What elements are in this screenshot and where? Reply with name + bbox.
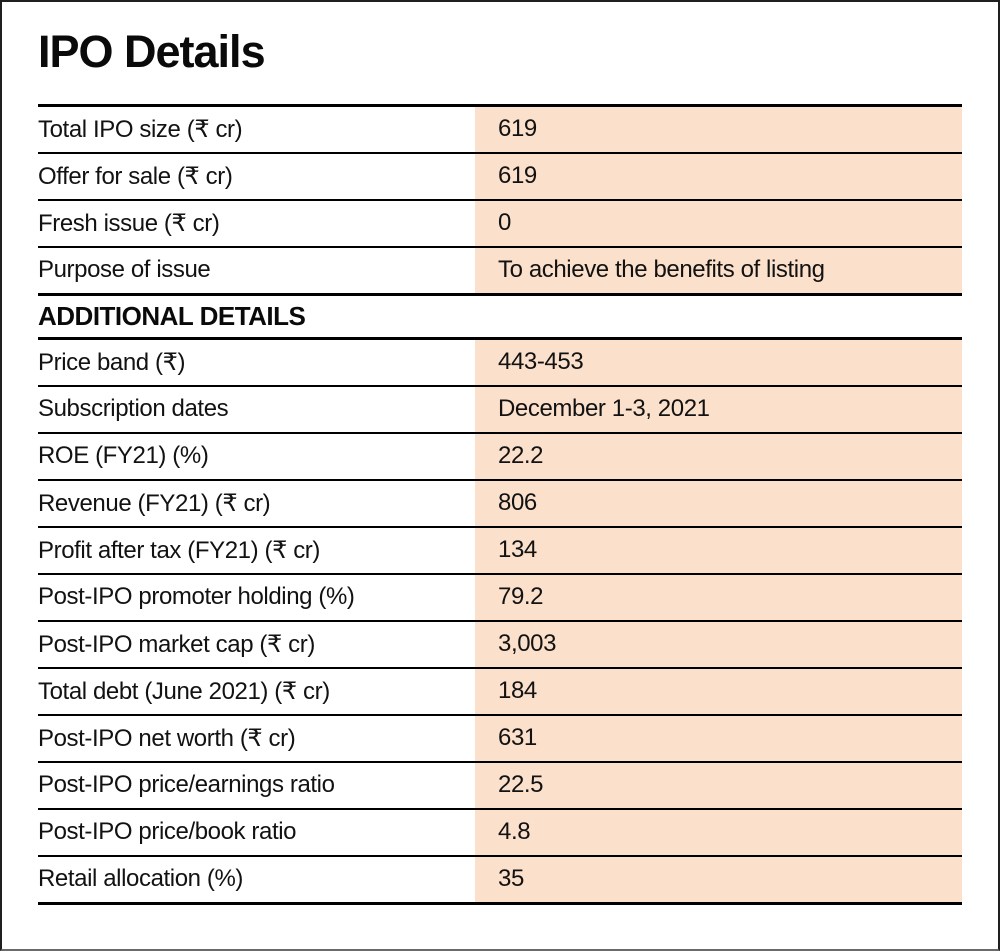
table-row: Price band (₹) 443-453 [38,339,962,387]
row-value: December 1-3, 2021 [475,386,962,432]
row-label: Post-IPO promoter holding (%) [38,574,475,620]
row-value: 619 [475,106,962,152]
row-label: Total IPO size (₹ cr) [38,106,475,152]
table-row: Post-IPO market cap (₹ cr) 3,003 [38,621,962,669]
row-label: Post-IPO market cap (₹ cr) [38,621,475,667]
table-row: Total debt (June 2021) (₹ cr) 184 [38,668,962,716]
row-label: Subscription dates [38,386,475,432]
section-header-additional-details: ADDITIONAL DETAILS [38,295,962,340]
table-row: Purpose of issue To achieve the benefits… [38,247,962,296]
table-row: Subscription dates December 1-3, 2021 [38,386,962,434]
row-value: To achieve the benefits of listing [475,247,962,293]
row-value: 0 [475,200,962,246]
row-value: 631 [475,715,962,761]
table-row: Total IPO size (₹ cr) 619 [38,106,962,154]
table-row: Post-IPO price/earnings ratio 22.5 [38,762,962,810]
row-value: 22.5 [475,762,962,808]
row-label: Purpose of issue [38,247,475,293]
row-value: 134 [475,527,962,573]
row-label: Post-IPO price/earnings ratio [38,762,475,808]
row-label: Total debt (June 2021) (₹ cr) [38,668,475,714]
row-value: 35 [475,856,962,902]
row-value: 184 [475,668,962,714]
row-value: 79.2 [475,574,962,620]
row-value: 806 [475,480,962,526]
table-row: Retail allocation (%) 35 [38,856,962,905]
row-label: Post-IPO price/book ratio [38,809,475,855]
table-row: Post-IPO promoter holding (%) 79.2 [38,574,962,622]
table-row: Offer for sale (₹ cr) 619 [38,153,962,201]
row-value: 443-453 [475,339,962,385]
table-row: Post-IPO price/book ratio 4.8 [38,809,962,857]
row-value: 3,003 [475,621,962,667]
row-label: Post-IPO net worth (₹ cr) [38,715,475,761]
table-row: Profit after tax (FY21) (₹ cr) 134 [38,527,962,575]
table-row: Post-IPO net worth (₹ cr) 631 [38,715,962,763]
table-row: Revenue (FY21) (₹ cr) 806 [38,480,962,528]
row-label: Offer for sale (₹ cr) [38,153,475,199]
row-label: Fresh issue (₹ cr) [38,200,475,246]
row-label: Revenue (FY21) (₹ cr) [38,480,475,526]
row-value: 619 [475,153,962,199]
row-label: Profit after tax (FY21) (₹ cr) [38,527,475,573]
row-value: 22.2 [475,433,962,479]
row-value: 4.8 [475,809,962,855]
row-label: Price band (₹) [38,339,475,385]
table-row: ROE (FY21) (%) 22.2 [38,433,962,481]
row-label: Retail allocation (%) [38,856,475,902]
ipo-details-table: Total IPO size (₹ cr) 619 Offer for sale… [38,103,962,905]
row-label: ROE (FY21) (%) [38,433,475,479]
page-title: IPO Details [38,26,266,77]
table-row: Fresh issue (₹ cr) 0 [38,200,962,248]
